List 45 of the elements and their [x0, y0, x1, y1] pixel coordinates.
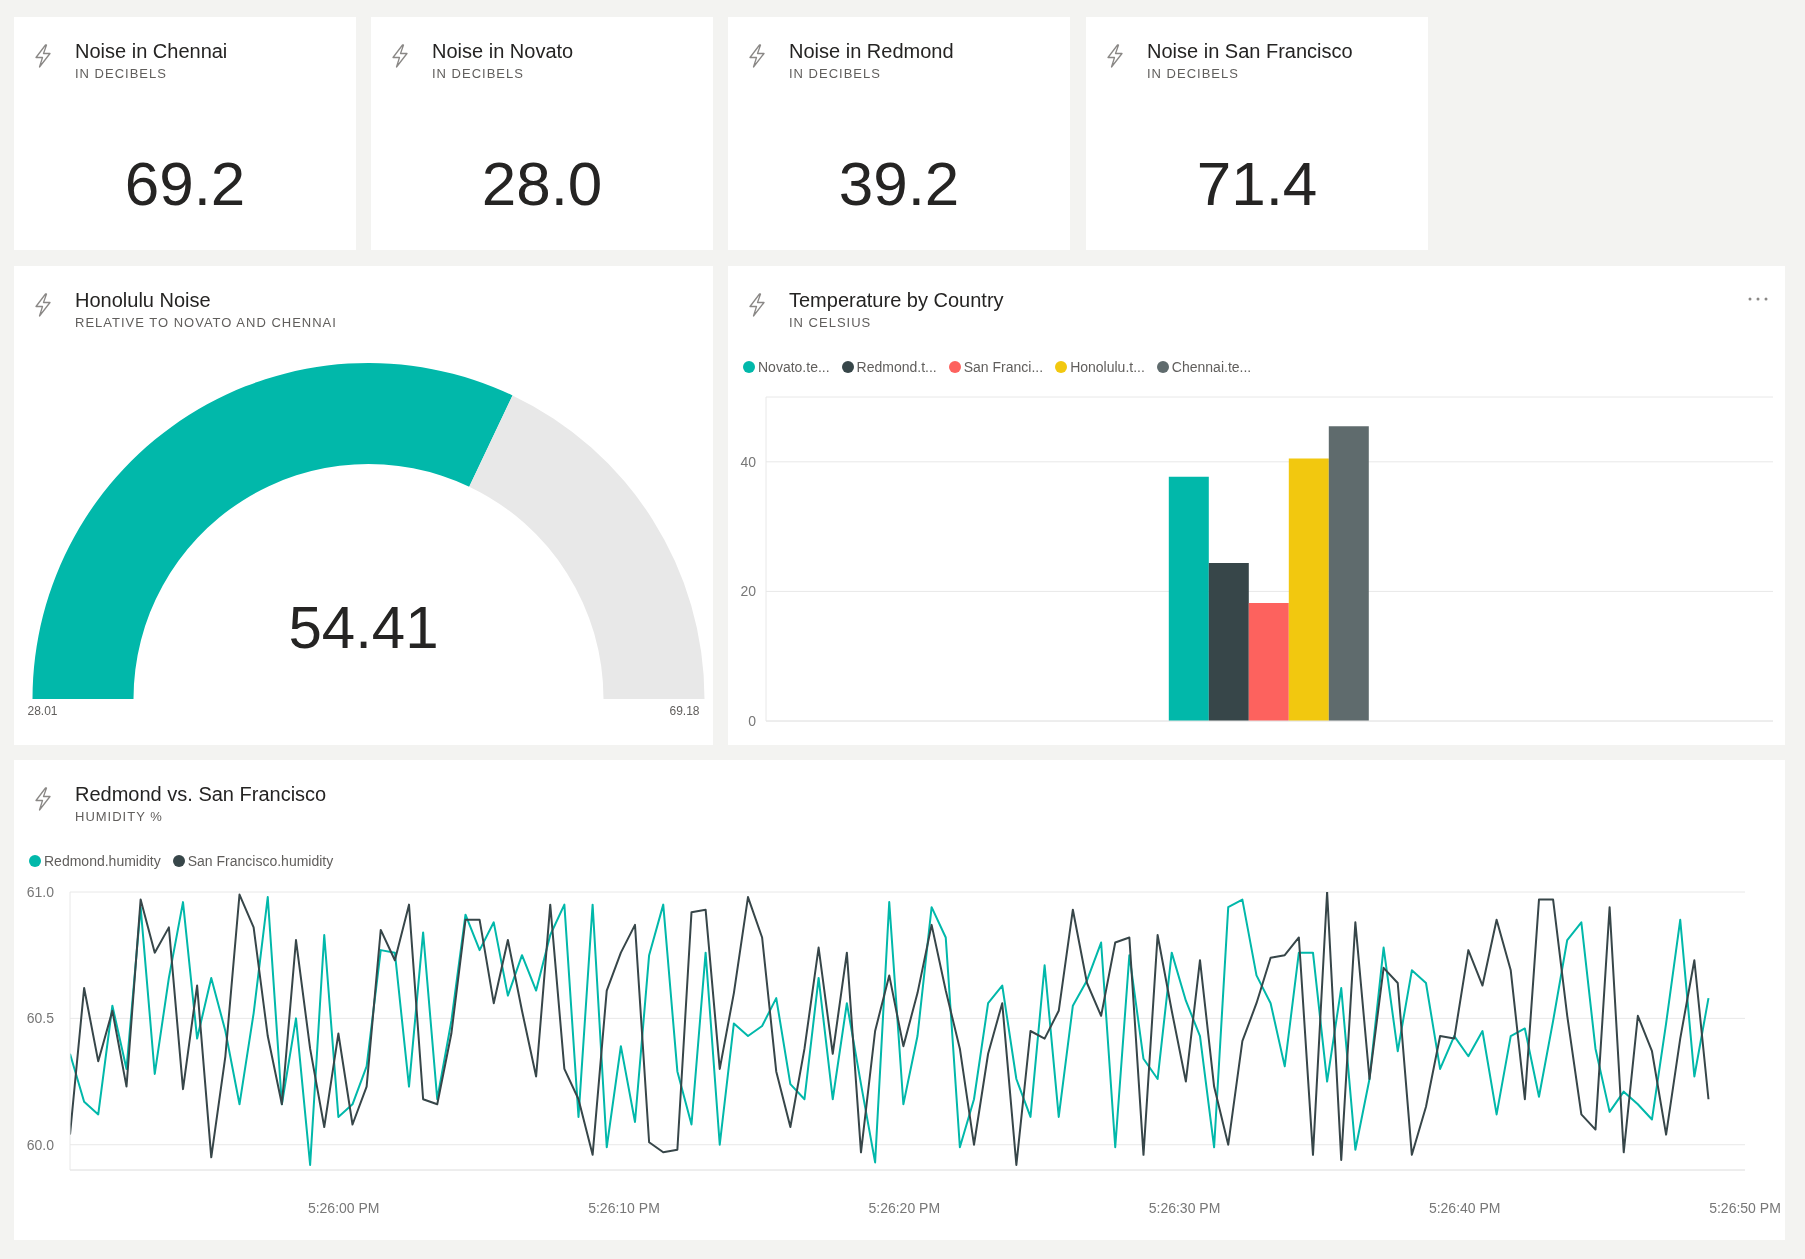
legend-label: Novato.te... — [758, 359, 830, 375]
text: Noise in Novato — [432, 39, 574, 63]
x-tick-label: 5:26:00 PM — [307, 1199, 380, 1216]
legend-label: Honolulu.t... — [1070, 359, 1145, 375]
chart-title: Temperature by Country — [789, 288, 1004, 312]
x-tick-label: 5:26:40 PM — [1428, 1199, 1501, 1216]
bar — [1328, 426, 1369, 721]
chart-subtitle: HUMIDITY % — [75, 809, 163, 825]
y-tick-label: 60.5 — [26, 1010, 55, 1027]
text: 28.0 — [481, 148, 603, 220]
x-tick-label: 5:26:10 PM — [588, 1199, 660, 1216]
y-tick-label: 60.0 — [26, 1136, 55, 1153]
y-tick-label: 20 — [740, 583, 757, 600]
text: IN DECIBELS — [1147, 66, 1239, 82]
chart-title: Honolulu Noise — [75, 288, 211, 312]
legend-label: San Franci... — [963, 359, 1044, 375]
legend-label: Redmond.t... — [856, 359, 937, 375]
text: 69.18 — [669, 704, 700, 718]
text: IN DECIBELS — [75, 66, 167, 82]
chart-subtitle: IN CELSIUS — [789, 315, 872, 331]
text: IN DECIBELS — [789, 66, 881, 82]
text: 54.41 — [288, 592, 439, 662]
text: 69.2 — [124, 148, 246, 220]
text: IN DECIBELS — [432, 66, 524, 82]
legend-label: Redmond.humidity — [44, 853, 161, 869]
text: Noise in San Francisco — [1147, 39, 1353, 63]
legend-label: Chennai.te... — [1171, 359, 1252, 375]
y-tick-label: 61.0 — [26, 883, 55, 900]
bar — [1208, 562, 1249, 721]
text: 71.4 — [1196, 148, 1318, 220]
legend-label: San Francisco.humidity — [187, 853, 334, 869]
bar — [1288, 458, 1329, 721]
bar — [1248, 603, 1289, 721]
text: Noise in Redmond — [789, 39, 954, 63]
text: 39.2 — [838, 148, 960, 220]
chart-title: Redmond vs. San Francisco — [75, 782, 327, 806]
bar — [1168, 476, 1209, 721]
x-tick-label: 5:26:20 PM — [868, 1199, 941, 1216]
y-tick-label: 40 — [740, 453, 757, 470]
x-tick-label: 5:26:50 PM — [1709, 1199, 1781, 1216]
x-tick-label: 5:26:30 PM — [1148, 1199, 1221, 1216]
text: Noise in Chennai — [75, 39, 228, 63]
text: 28.01 — [27, 704, 58, 718]
chart-subtitle: RELATIVE TO NOVATO AND CHENNAI — [75, 315, 337, 331]
y-tick-label: 0 — [748, 712, 757, 729]
